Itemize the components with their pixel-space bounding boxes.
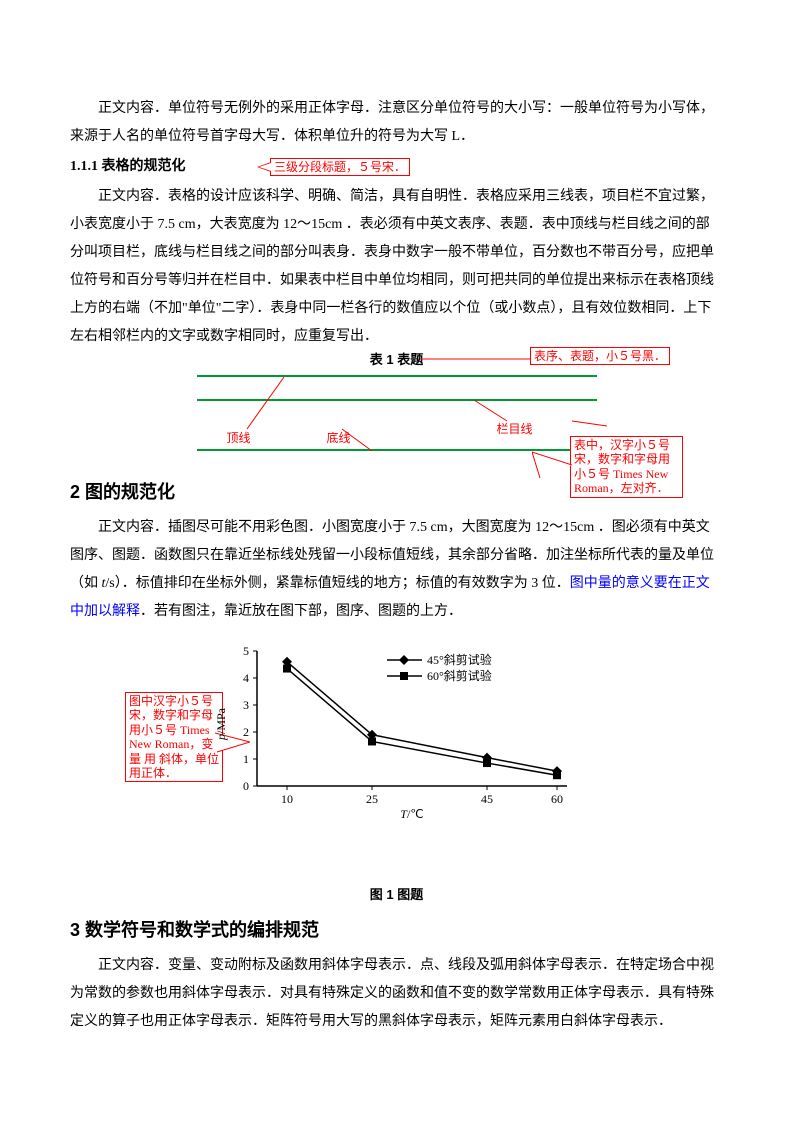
svg-text:3: 3 (243, 698, 249, 712)
svg-text:25: 25 (366, 792, 378, 806)
svg-text:10: 10 (281, 792, 293, 806)
shear-test-chart: 0 1 2 3 4 5 10 25 45 60 p/MPa T/℃ (197, 636, 597, 836)
label-bottom-line: 底线 (327, 426, 351, 450)
svg-text:p/MPa: p/MPa (214, 708, 228, 742)
callout-table-body-text: 表中，汉字小５号宋，数字和字母用小５号 Times New Roman，左对齐． (574, 438, 670, 495)
callout-heading3: 三级分段标题，５号宋． (270, 158, 410, 176)
svg-text:0: 0 (243, 779, 249, 793)
paragraph-figures: 正文内容．插图尽可能不用彩色图．小图宽度小于 7.5 cm，大图宽度为 12～1… (70, 514, 723, 626)
callout-table-body: 表中，汉字小５号宋，数字和字母用小５号 Times New Roman，左对齐． (570, 436, 683, 498)
svg-text:45°斜剪试验: 45°斜剪试验 (427, 652, 492, 667)
svg-text:1: 1 (243, 752, 249, 766)
callout-heading3-text: 三级分段标题，５号宋． (274, 160, 406, 174)
label-column-line: 栏目线 (497, 417, 533, 441)
callout-table-caption: 表序、表题，小５号黑． (530, 347, 670, 365)
label-top-line: 顶线 (227, 426, 251, 450)
svg-text:5: 5 (243, 644, 249, 658)
chart-svg: 0 1 2 3 4 5 10 25 45 60 p/MPa T/℃ (197, 636, 597, 821)
heading-3: 3 数学符号和数学式的编排规范 (70, 912, 723, 948)
svg-text:T/℃: T/℃ (400, 807, 424, 821)
svg-text:2: 2 (243, 725, 249, 739)
paragraph-tables: 正文内容．表格的设计应该科学、明确、简洁，具有自明性．表格应采用三线表，项目栏不… (70, 183, 723, 351)
svg-text:4: 4 (243, 671, 249, 685)
paragraph-units: 正文内容．单位符号无例外的采用正体字母．注意区分单位符号的大小写：一般单位符号为… (70, 95, 723, 151)
figure-caption: 图 1 图题 (70, 886, 723, 904)
svg-text:45: 45 (481, 792, 493, 806)
svg-text:60: 60 (551, 792, 563, 806)
paragraph-math: 正文内容．变量、变动附标及函数用斜体字母表示．点、线段及弧用斜体字母表示．在特定… (70, 952, 723, 1036)
svg-text:60°斜剪试验: 60°斜剪试验 (427, 668, 492, 683)
callout-table-caption-text: 表序、表题，小５号黑． (534, 349, 666, 363)
